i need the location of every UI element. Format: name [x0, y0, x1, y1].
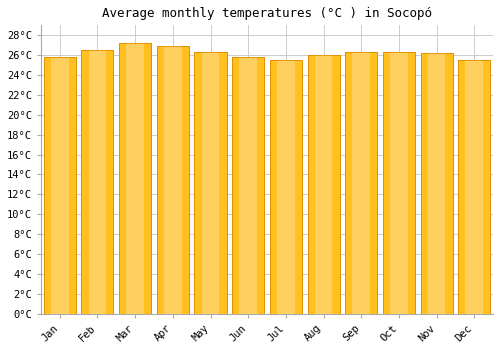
Bar	[390, 52, 407, 314]
Bar	[194, 52, 226, 314]
Bar	[420, 53, 452, 314]
Bar	[119, 43, 151, 314]
Bar	[345, 52, 377, 314]
Bar	[383, 52, 415, 314]
Bar	[44, 57, 76, 314]
Bar	[232, 57, 264, 314]
Bar	[383, 52, 415, 314]
Bar	[270, 60, 302, 314]
Bar	[308, 55, 340, 314]
Bar	[314, 55, 332, 314]
Bar	[232, 57, 264, 314]
Bar	[308, 55, 340, 314]
Bar	[164, 46, 182, 314]
Title: Average monthly temperatures (°C ) in Socopó: Average monthly temperatures (°C ) in So…	[102, 7, 432, 20]
Bar	[240, 57, 257, 314]
Bar	[352, 52, 370, 314]
Bar	[277, 60, 294, 314]
Bar	[458, 60, 490, 314]
Bar	[82, 50, 114, 314]
Bar	[119, 43, 151, 314]
Bar	[428, 53, 446, 314]
Bar	[270, 60, 302, 314]
Bar	[44, 57, 76, 314]
Bar	[345, 52, 377, 314]
Bar	[466, 60, 483, 314]
Bar	[88, 50, 106, 314]
Bar	[458, 60, 490, 314]
Bar	[194, 52, 226, 314]
Bar	[82, 50, 114, 314]
Bar	[420, 53, 452, 314]
Bar	[126, 43, 144, 314]
Bar	[51, 57, 68, 314]
Bar	[202, 52, 220, 314]
Bar	[157, 46, 189, 314]
Bar	[157, 46, 189, 314]
